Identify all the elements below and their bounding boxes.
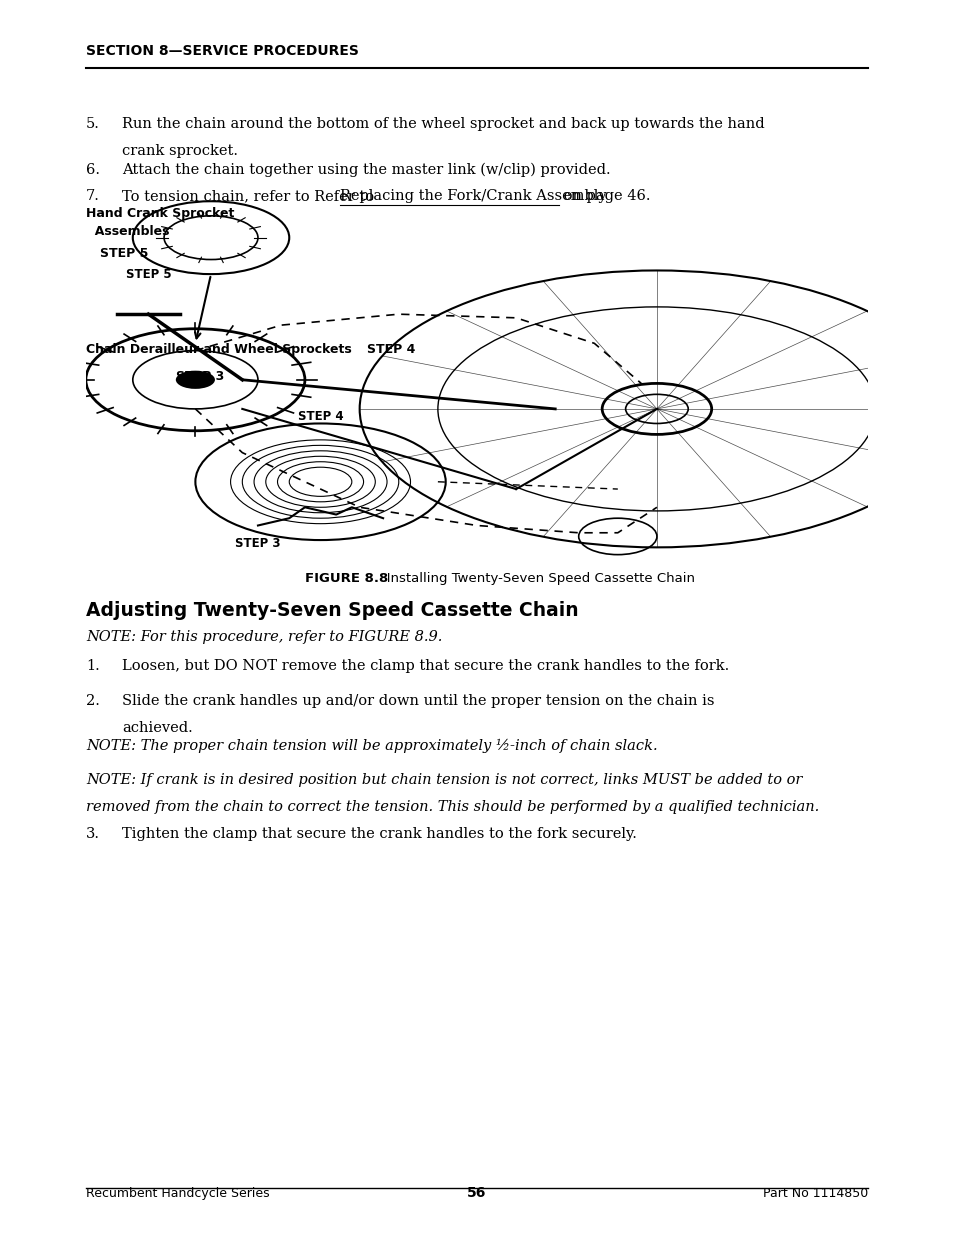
Text: Attach the chain together using the master link (w/clip) provided.: Attach the chain together using the mast… — [122, 163, 610, 178]
Text: on page 46.: on page 46. — [558, 189, 650, 203]
Text: STEP 3: STEP 3 — [235, 537, 280, 551]
Text: removed from the chain to correct the tension. This should be performed by a qua: removed from the chain to correct the te… — [86, 800, 819, 814]
Text: 56: 56 — [467, 1187, 486, 1200]
Text: Loosen, but DO NOT remove the clamp that secure the crank handles to the fork.: Loosen, but DO NOT remove the clamp that… — [122, 659, 729, 673]
Text: Adjusting Twenty-Seven Speed Cassette Chain: Adjusting Twenty-Seven Speed Cassette Ch… — [86, 601, 578, 620]
Text: 3.: 3. — [86, 827, 100, 841]
Text: crank sprocket.: crank sprocket. — [122, 144, 238, 158]
Text: NOTE: For this procedure, refer to FIGURE 8.9.: NOTE: For this procedure, refer to FIGUR… — [86, 630, 442, 643]
Text: Recumbent Handcycle Series: Recumbent Handcycle Series — [86, 1187, 269, 1200]
Text: STEP 5: STEP 5 — [126, 268, 172, 280]
Text: STEP 5: STEP 5 — [100, 247, 149, 261]
Text: NOTE: If crank is in desired position but chain tension is not correct, links MU: NOTE: If crank is in desired position bu… — [86, 773, 801, 787]
Text: Installing Twenty-Seven Speed Cassette Chain: Installing Twenty-Seven Speed Cassette C… — [374, 572, 694, 585]
Text: 5.: 5. — [86, 117, 100, 131]
Circle shape — [175, 370, 214, 389]
Text: FIGURE 8.8: FIGURE 8.8 — [305, 572, 388, 585]
Text: Slide the crank handles up and/or down until the proper tension on the chain is: Slide the crank handles up and/or down u… — [122, 694, 714, 708]
Text: Tighten the clamp that secure the crank handles to the fork securely.: Tighten the clamp that secure the crank … — [122, 827, 637, 841]
Text: Chain Derailleur and Wheel Sprockets: Chain Derailleur and Wheel Sprockets — [86, 343, 352, 357]
Text: SECTION 8—SERVICE PROCEDURES: SECTION 8—SERVICE PROCEDURES — [86, 44, 358, 58]
Text: Assembles: Assembles — [86, 225, 170, 238]
Text: STEP 4: STEP 4 — [367, 343, 416, 357]
Text: 6.: 6. — [86, 163, 100, 177]
Text: STEP 3: STEP 3 — [176, 370, 225, 384]
Text: achieved.: achieved. — [122, 721, 193, 735]
Text: NOTE: The proper chain tension will be approximately ½-inch of chain slack.: NOTE: The proper chain tension will be a… — [86, 739, 657, 752]
Text: Run the chain around the bottom of the wheel sprocket and back up towards the ha: Run the chain around the bottom of the w… — [122, 117, 764, 131]
Text: 2.: 2. — [86, 694, 100, 708]
Text: Part No 1114850: Part No 1114850 — [762, 1187, 867, 1200]
Text: 7.: 7. — [86, 189, 100, 203]
Text: STEP 4: STEP 4 — [297, 410, 343, 422]
Text: 1.: 1. — [86, 659, 99, 673]
Text: To tension chain, refer to Refer to: To tension chain, refer to Refer to — [122, 189, 378, 203]
Text: Replacing the Fork/Crank Assembly: Replacing the Fork/Crank Assembly — [339, 189, 605, 203]
Text: Hand Crank Sprocket: Hand Crank Sprocket — [86, 207, 234, 221]
